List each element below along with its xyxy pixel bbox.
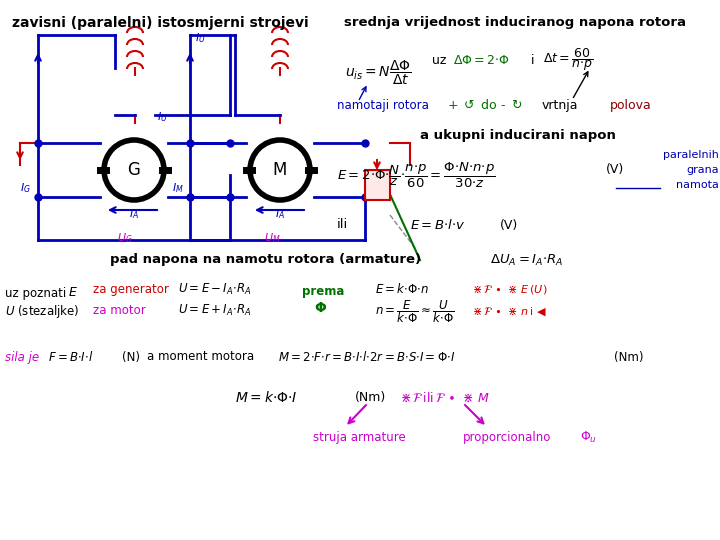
Text: uz poznati: uz poznati xyxy=(5,287,66,300)
Text: zavisni (paralelni) istosmjerni strojevi: zavisni (paralelni) istosmjerni strojevi xyxy=(12,16,308,30)
Text: $E = 2{\cdot}\Phi{\cdot}\dfrac{N}{z}{\cdot}\dfrac{n{\cdot}p}{60} = \dfrac{\Phi{\: $E = 2{\cdot}\Phi{\cdot}\dfrac{N}{z}{\cd… xyxy=(337,160,495,190)
Text: $I_A$: $I_A$ xyxy=(275,207,285,221)
Text: polova: polova xyxy=(610,98,652,111)
Text: $E = k{\cdot}\Phi{\cdot}n$: $E = k{\cdot}\Phi{\cdot}n$ xyxy=(375,282,429,296)
Text: $U$ (stezaljke): $U$ (stezaljke) xyxy=(5,302,79,320)
Text: $\divideontimes\,\mathcal{F}\,\bullet\,\divideontimes\,n\,\mathrm{i}\,\blacktria: $\divideontimes\,\mathcal{F}\,\bullet\,\… xyxy=(472,306,547,319)
Text: grana: grana xyxy=(686,165,719,175)
Circle shape xyxy=(104,140,164,200)
Text: uz: uz xyxy=(432,53,446,66)
Text: $n = \dfrac{E}{k{\cdot}\Phi} \approx \dfrac{U}{k{\cdot}\Phi}$: $n = \dfrac{E}{k{\cdot}\Phi} \approx \df… xyxy=(375,299,454,325)
Text: $I_G$: $I_G$ xyxy=(20,181,31,195)
Text: M: M xyxy=(273,161,287,179)
Text: $\mathbf{\Phi}$: $\mathbf{\Phi}$ xyxy=(314,301,327,315)
Text: struja armature: struja armature xyxy=(313,430,406,443)
Text: $E$: $E$ xyxy=(68,287,78,300)
Text: (N): (N) xyxy=(122,350,140,363)
Text: $U_G$: $U_G$ xyxy=(117,231,133,245)
Text: vrtnja: vrtnja xyxy=(542,98,578,111)
Text: $\Delta\Phi = 2{\cdot}\Phi$: $\Delta\Phi = 2{\cdot}\Phi$ xyxy=(453,53,510,66)
Text: $U = E - I_A{\cdot}R_A$: $U = E - I_A{\cdot}R_A$ xyxy=(178,281,251,296)
Text: $\Phi_u$: $\Phi_u$ xyxy=(580,429,597,444)
Text: (Nm): (Nm) xyxy=(355,392,386,404)
Text: $U = E + I_A{\cdot}R_A$: $U = E + I_A{\cdot}R_A$ xyxy=(178,302,251,318)
Text: G: G xyxy=(127,161,140,179)
Text: a ukupni inducirani napon: a ukupni inducirani napon xyxy=(420,129,616,141)
Text: $\divideontimes\,\mathcal{F}\,\mathrm{ili}\,\mathcal{F}\,\bullet\,\divideontimes: $\divideontimes\,\mathcal{F}\,\mathrm{il… xyxy=(400,391,490,405)
Text: $\Delta t = \dfrac{60}{n{\cdot}p}$: $\Delta t = \dfrac{60}{n{\cdot}p}$ xyxy=(543,46,593,73)
Text: sila je: sila je xyxy=(5,350,39,363)
Text: $M = 2{\cdot}F{\cdot}r = B{\cdot}I{\cdot}l{\cdot}2r = B{\cdot}S{\cdot}I = \Phi{\: $M = 2{\cdot}F{\cdot}r = B{\cdot}I{\cdot… xyxy=(278,350,455,364)
Text: (Nm): (Nm) xyxy=(614,350,644,363)
Text: $u_{is} = N\dfrac{\Delta\Phi}{\Delta t}$: $u_{is} = N\dfrac{\Delta\Phi}{\Delta t}$ xyxy=(345,59,412,87)
Text: $I_U$: $I_U$ xyxy=(195,31,206,45)
Bar xyxy=(365,170,390,200)
Circle shape xyxy=(250,140,310,200)
Text: $U_M$: $U_M$ xyxy=(264,231,280,245)
Text: a moment motora: a moment motora xyxy=(147,350,254,363)
Text: ili: ili xyxy=(337,219,348,232)
Text: (V): (V) xyxy=(606,164,624,177)
Text: srednja vrijednost induciranog napona rotora: srednja vrijednost induciranog napona ro… xyxy=(344,16,686,29)
Text: namotaji rotora: namotaji rotora xyxy=(337,98,429,111)
Text: $I_U$: $I_U$ xyxy=(157,110,168,124)
Text: za motor: za motor xyxy=(93,303,145,316)
Text: $I_M$: $I_M$ xyxy=(172,181,184,195)
Text: $M = k{\cdot}\Phi{\cdot}I$: $M = k{\cdot}\Phi{\cdot}I$ xyxy=(235,390,297,406)
Text: $\Delta U_A = I_A{\cdot}R_A$: $\Delta U_A = I_A{\cdot}R_A$ xyxy=(490,252,564,267)
Text: proporcionalno: proporcionalno xyxy=(463,430,552,443)
Text: $E = B{\cdot}l{\cdot}v$: $E = B{\cdot}l{\cdot}v$ xyxy=(410,218,466,232)
Text: namota: namota xyxy=(676,180,719,190)
Text: za generator: za generator xyxy=(93,282,169,295)
Text: $I_A$: $I_A$ xyxy=(129,207,139,221)
Text: pad napona na namotu rotora (armature): pad napona na namotu rotora (armature) xyxy=(110,253,421,267)
Text: $F = B{\cdot}I{\cdot}l$: $F = B{\cdot}I{\cdot}l$ xyxy=(48,350,94,364)
Text: prema: prema xyxy=(302,285,344,298)
Text: $\divideontimes\,\mathcal{F}\,\bullet\,\divideontimes\,E\,(U)$: $\divideontimes\,\mathcal{F}\,\bullet\,\… xyxy=(472,282,547,295)
Text: paralelnih: paralelnih xyxy=(663,150,719,160)
Text: i: i xyxy=(531,53,534,66)
Text: (V): (V) xyxy=(500,219,518,232)
Text: + $\circlearrowleft$ do - $\circlearrowright$: + $\circlearrowleft$ do - $\circlearrowr… xyxy=(447,98,523,112)
